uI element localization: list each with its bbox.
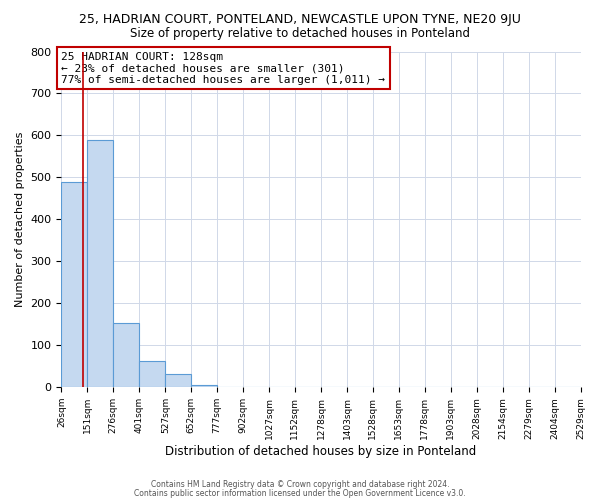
- Bar: [191, 385, 217, 387]
- Bar: [61, 182, 88, 387]
- Text: 25 HADRIAN COURT: 128sqm
← 23% of detached houses are smaller (301)
77% of semi-: 25 HADRIAN COURT: 128sqm ← 23% of detach…: [61, 52, 385, 84]
- Y-axis label: Number of detached properties: Number of detached properties: [15, 132, 25, 307]
- Bar: [113, 324, 139, 387]
- Text: Size of property relative to detached houses in Ponteland: Size of property relative to detached ho…: [130, 28, 470, 40]
- X-axis label: Distribution of detached houses by size in Ponteland: Distribution of detached houses by size …: [166, 444, 476, 458]
- Bar: [88, 140, 113, 387]
- Text: Contains HM Land Registry data © Crown copyright and database right 2024.: Contains HM Land Registry data © Crown c…: [151, 480, 449, 489]
- Text: 25, HADRIAN COURT, PONTELAND, NEWCASTLE UPON TYNE, NE20 9JU: 25, HADRIAN COURT, PONTELAND, NEWCASTLE …: [79, 12, 521, 26]
- Bar: [166, 374, 191, 387]
- Text: Contains public sector information licensed under the Open Government Licence v3: Contains public sector information licen…: [134, 488, 466, 498]
- Bar: [139, 361, 166, 387]
